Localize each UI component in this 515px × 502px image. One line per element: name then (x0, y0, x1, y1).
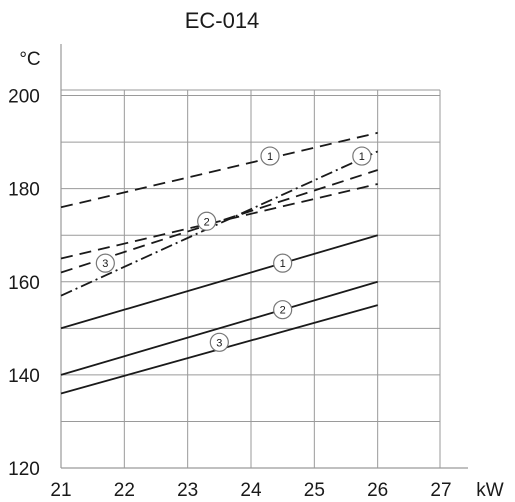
y-tick-label: 160 (8, 273, 40, 294)
y-tick-label: 180 (8, 180, 40, 201)
series-marker-label: 1 (267, 151, 273, 163)
series-marker-circle (95, 253, 115, 273)
series-markers: 1 2 3 1 2 3 1 (95, 146, 372, 352)
series-line (60, 280, 378, 376)
series-marker-circle (273, 300, 293, 320)
y-tick-label: 200 (8, 87, 40, 108)
series-marker-circle (197, 211, 217, 231)
x-tick-label: 23 (177, 480, 198, 501)
series-marker-circle (273, 253, 293, 273)
series-marker-circle (352, 146, 372, 166)
series-marker-label: 3 (102, 258, 108, 270)
series-marker-label: 2 (280, 305, 286, 317)
series-line (60, 169, 378, 274)
series-line (60, 150, 379, 297)
series-marker-circle (260, 146, 280, 166)
chart-title: EC-014 (185, 8, 260, 33)
x-tick-label: 27 (430, 480, 451, 501)
y-tick-label: 120 (8, 459, 40, 480)
grid (61, 89, 441, 468)
x-tick-label: 24 (240, 480, 262, 501)
series-marker-label: 2 (204, 216, 210, 228)
x-tick-label: 21 (50, 480, 71, 501)
y-axis-unit: °C (19, 49, 40, 70)
x-tick-label: 22 (114, 480, 135, 501)
series-marker-label: 1 (280, 258, 286, 270)
x-tick-label: 25 (304, 480, 325, 501)
series-marker-label: 3 (216, 337, 222, 349)
series-line (60, 183, 378, 260)
series-line (60, 131, 378, 209)
y-tick-label: 140 (8, 366, 40, 387)
series-marker-circle (209, 332, 229, 352)
axes (60, 44, 468, 469)
x-tick-label: 26 (367, 480, 388, 501)
series-line (60, 234, 378, 330)
x-axis-unit: kW (476, 480, 504, 501)
series-marker-label: 1 (359, 151, 365, 163)
